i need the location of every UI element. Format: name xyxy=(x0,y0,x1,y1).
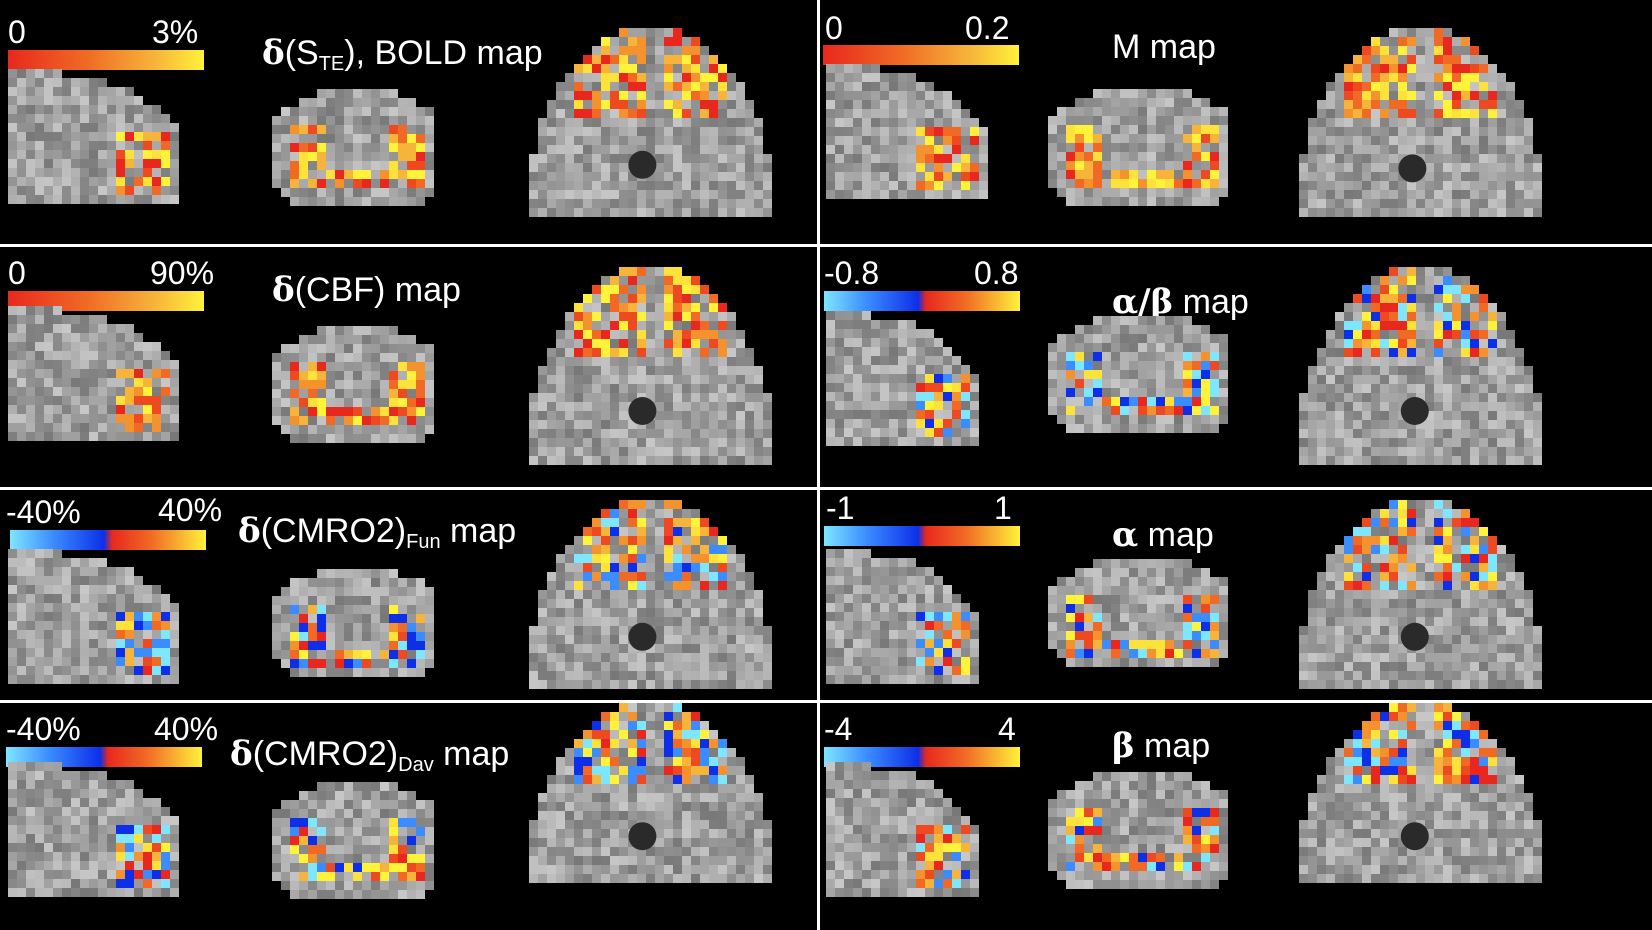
colorbar-max-label: 40% xyxy=(154,711,219,747)
colorbar-min-label: -0.8 xyxy=(824,255,880,291)
colorbar xyxy=(10,530,206,550)
axial-slice xyxy=(529,500,772,689)
coronal-slice xyxy=(1048,772,1228,889)
coronal-slice xyxy=(272,326,434,443)
vertical-divider xyxy=(817,0,820,930)
panel-title: α/β map xyxy=(1112,282,1249,322)
colorbar xyxy=(824,291,1020,311)
colorbar xyxy=(8,50,204,70)
sagittal-slice xyxy=(8,306,179,441)
colorbar xyxy=(824,747,1020,767)
axial-slice xyxy=(529,703,772,883)
colorbar-max-label: 4 xyxy=(998,711,1016,747)
axial-slice xyxy=(1299,703,1542,883)
panel-title: δ(STE), BOLD map xyxy=(262,33,543,75)
coronal-slice xyxy=(1048,559,1228,667)
panel-cbf-map: 0 90% δ(CBF) map xyxy=(0,247,817,487)
colorbar-min-label: 0 xyxy=(825,10,843,46)
colorbar-max-label: 0.2 xyxy=(965,10,1010,46)
colorbar-min-label: -4 xyxy=(824,711,853,747)
sagittal-slice xyxy=(826,64,988,199)
coronal-slice xyxy=(272,89,434,206)
panel-beta-map: -4 4 β map xyxy=(820,703,1652,930)
panel-bold-map: 0 3% δ(STE), BOLD map xyxy=(0,0,817,244)
sagittal-slice xyxy=(826,311,979,446)
colorbar-max-label: 40% xyxy=(158,492,223,528)
panel-m-map: 0 0.2 M map xyxy=(820,0,1652,244)
panel-cmro2-fun-map: -40% 40% δ(CMRO2)Fun map xyxy=(0,490,817,700)
sagittal-slice xyxy=(8,69,179,204)
colorbar-max-label: 0.8 xyxy=(974,255,1019,291)
coronal-slice xyxy=(1048,89,1228,206)
panel-title: β map xyxy=(1112,726,1211,766)
colorbar xyxy=(823,45,1019,65)
colorbar xyxy=(824,526,1020,546)
axial-slice xyxy=(1299,267,1542,465)
axial-slice xyxy=(529,267,772,465)
axial-slice xyxy=(1299,500,1542,689)
sagittal-slice xyxy=(8,549,179,684)
panel-title: δ(CMRO2)Dav map xyxy=(230,734,510,776)
horizontal-divider-1 xyxy=(0,244,1652,247)
panel-alpha-beta-map: -0.8 0.8 α/β map xyxy=(820,247,1652,487)
horizontal-divider-3 xyxy=(0,700,1652,703)
panel-title: M map xyxy=(1112,28,1216,66)
panel-cmro2-dav-map: -40% 40% δ(CMRO2)Dav map xyxy=(0,703,817,930)
sagittal-slice xyxy=(826,762,979,897)
horizontal-divider-2 xyxy=(0,487,1652,490)
colorbar-min-label: -40% xyxy=(6,711,81,747)
coronal-slice xyxy=(272,569,434,677)
colorbar-max-label: 1 xyxy=(994,490,1012,526)
panel-alpha-map: -1 1 α map xyxy=(820,490,1652,700)
axial-slice xyxy=(1299,28,1542,217)
panel-title: δ(CBF) map xyxy=(272,270,461,310)
colorbar-min-label: 0 xyxy=(8,255,26,291)
colorbar-max-label: 90% xyxy=(150,255,215,291)
coronal-slice xyxy=(1048,316,1228,433)
coronal-slice xyxy=(272,782,434,899)
colorbar-min-label: 0 xyxy=(8,14,26,50)
colorbar-max-label: 3% xyxy=(152,14,199,50)
panel-title: α map xyxy=(1112,515,1214,555)
axial-slice xyxy=(529,28,772,217)
colorbar-min-label: -1 xyxy=(826,490,855,526)
sagittal-slice xyxy=(826,549,979,684)
sagittal-slice xyxy=(8,762,179,897)
panel-title: δ(CMRO2)Fun map xyxy=(238,511,517,553)
colorbar-min-label: -40% xyxy=(6,494,81,530)
